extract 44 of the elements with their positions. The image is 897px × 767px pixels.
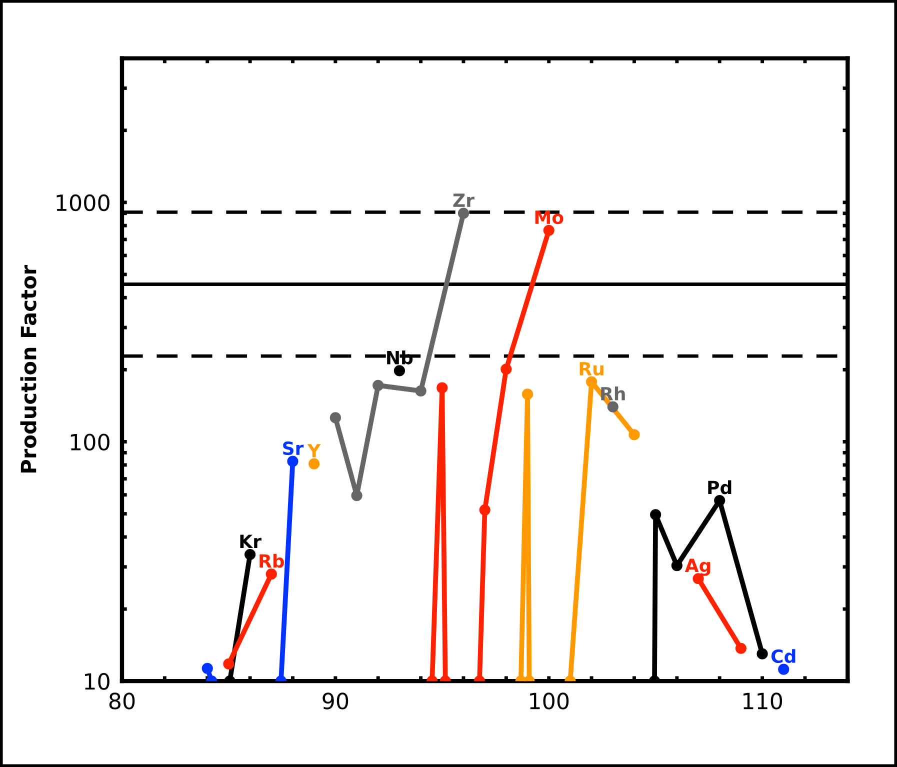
- point: [628, 429, 640, 440]
- point: [372, 380, 384, 391]
- x-tick-label: 100: [530, 692, 569, 710]
- point: [735, 642, 747, 654]
- point: [394, 365, 406, 376]
- x-tick-label: 80: [109, 692, 135, 710]
- y-tick-label: 100: [70, 434, 110, 451]
- point: [671, 560, 682, 572]
- point: [543, 224, 554, 236]
- point: [308, 458, 320, 470]
- point: [458, 208, 470, 219]
- series-label: Pd: [708, 480, 732, 494]
- point: [778, 664, 790, 675]
- series-label: Sr: [283, 441, 304, 456]
- point: [223, 658, 234, 670]
- point: [479, 504, 490, 516]
- series-label: Rb: [260, 554, 284, 568]
- point: [415, 385, 426, 397]
- x-tick-label: 90: [322, 692, 348, 710]
- series-label: Mo: [535, 210, 564, 224]
- point: [522, 388, 534, 400]
- point: [500, 364, 512, 375]
- series-label: Cd: [771, 649, 796, 664]
- y-tick-label: 10: [85, 673, 110, 690]
- point: [607, 401, 618, 412]
- point: [244, 548, 256, 560]
- series-label: Ru: [580, 362, 604, 376]
- point: [756, 648, 768, 660]
- point: [586, 376, 598, 388]
- point: [287, 456, 298, 467]
- series-label: Kr: [240, 534, 262, 548]
- point: [714, 494, 726, 506]
- point: [330, 412, 341, 424]
- point: [202, 662, 213, 674]
- series-label: Y: [307, 444, 321, 458]
- y-tick-label: 1000: [56, 194, 110, 212]
- point: [351, 490, 362, 502]
- point: [650, 509, 662, 520]
- series-label: Ag: [684, 558, 710, 576]
- y-axis-title: Production Factor: [20, 265, 36, 472]
- series-label: Zr: [453, 194, 474, 207]
- point: [436, 382, 448, 394]
- x-tick-label: 110: [744, 692, 782, 710]
- point: [266, 568, 277, 580]
